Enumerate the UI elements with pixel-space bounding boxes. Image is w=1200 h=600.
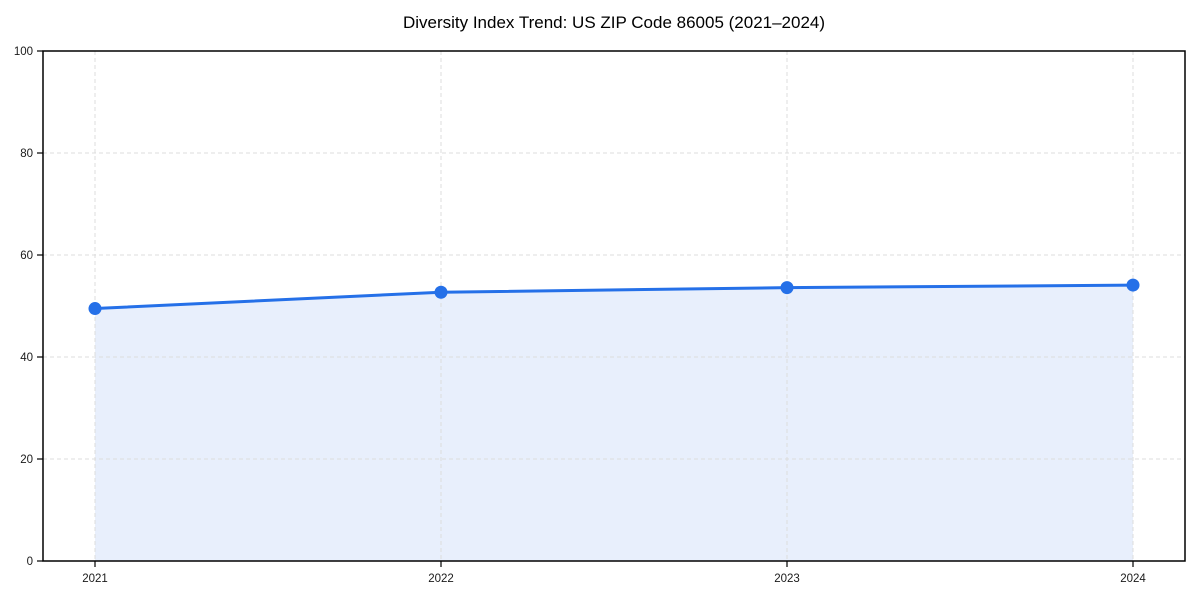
y-tick-label: 0: [27, 556, 33, 568]
x-tick-label: 2021: [82, 573, 108, 585]
data-point-marker: [434, 285, 448, 299]
y-tick-label: 60: [20, 250, 33, 262]
y-tick-label: 40: [20, 352, 33, 364]
data-point-marker: [780, 281, 794, 295]
trend-line: [93, 283, 1135, 311]
y-tick-label: 100: [14, 46, 33, 58]
x-tick-label: 2024: [1120, 573, 1146, 585]
data-point-marker: [88, 302, 102, 316]
y-tick-label: 80: [20, 148, 33, 160]
chart-title: Diversity Index Trend: US ZIP Code 86005…: [402, 13, 826, 32]
area-fill: [95, 285, 1133, 561]
x-tick-label: 2022: [428, 573, 454, 585]
y-tick-label: 20: [20, 454, 33, 466]
x-tick-label: 2023: [774, 573, 800, 585]
data-point-marker: [1126, 278, 1140, 292]
plot-border: [42, 50, 1186, 562]
